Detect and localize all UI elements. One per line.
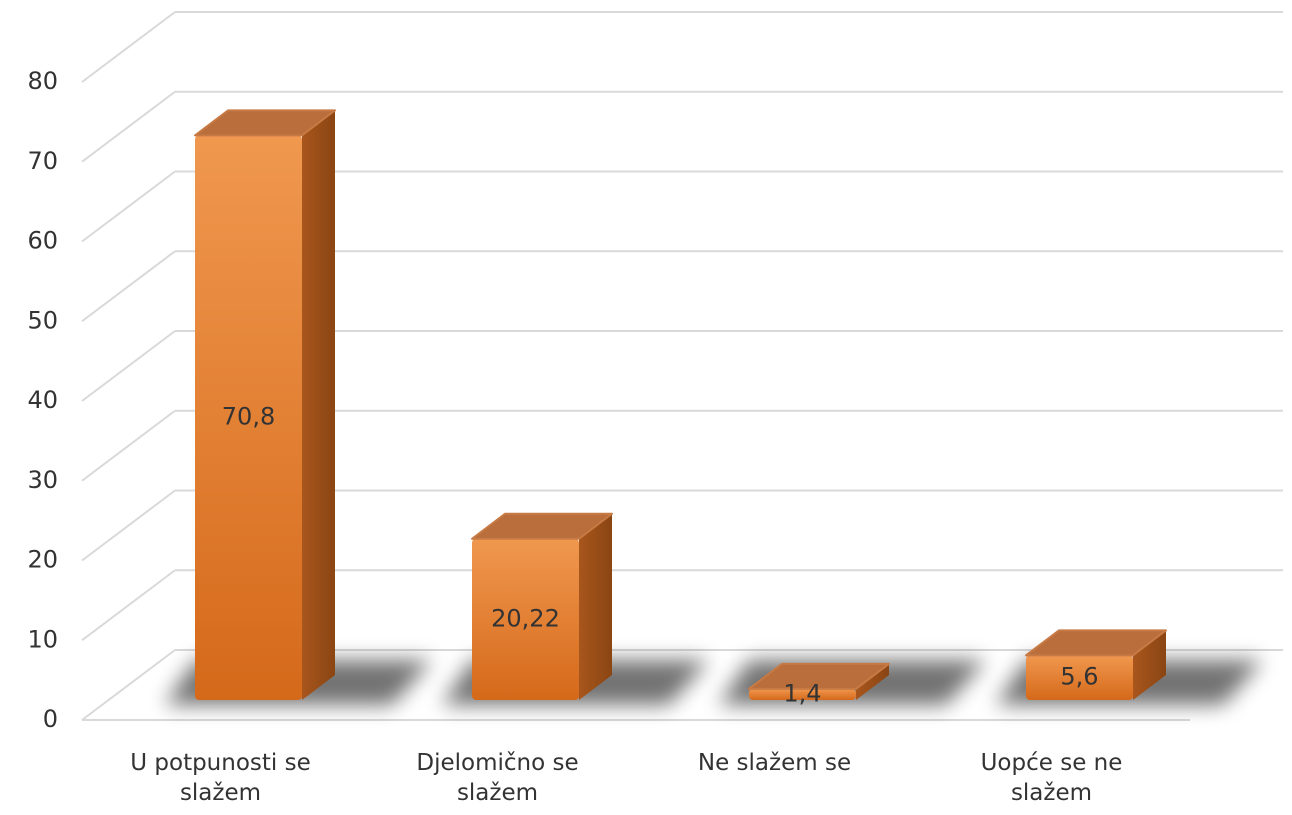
x-tick-label: U potpunosti se slažem [130,750,311,806]
bar-side [856,663,889,700]
y-tick-label: 0 [43,705,58,733]
grid-line-side [81,90,176,163]
grid-line-side [81,409,176,482]
value-label: 1,4 [783,679,821,707]
y-tick-label: 20 [27,546,58,574]
bar-front [195,135,302,700]
grid-line-side [81,649,176,721]
grid-line-side [81,11,176,83]
grid-line-side [81,170,176,243]
x-tick-label: Uopće se ne slažem [980,750,1123,806]
bar-top [471,512,613,540]
x-tick-label: Djelomično se slažem [416,750,579,806]
bar-top [194,109,336,137]
value-label: 70,8 [222,403,275,431]
bar-front [1026,655,1133,700]
grid-line-side [81,250,176,323]
bar-top [748,662,890,690]
grid-line-side [81,489,176,562]
y-tick-label: 10 [27,625,58,653]
x-tick-label: Ne slažem se [697,750,852,776]
y-tick-label: 60 [27,227,58,255]
bar-front [749,688,856,700]
y-tick-label: 40 [27,386,58,414]
y-tick-label: 30 [27,466,58,494]
y-tick-label: 50 [27,306,58,334]
bar-top [1025,629,1167,657]
y-tick-label: 70 [27,147,58,175]
bar-front [472,538,579,700]
grid-line-side [81,569,176,642]
bar-side [302,110,335,701]
value-label: 5,6 [1060,663,1098,691]
bar-side [1133,630,1166,700]
grid-line-side [81,330,176,402]
value-label: 20,22 [491,604,560,632]
bar-side [579,513,612,700]
y-tick-label: 80 [27,67,58,95]
